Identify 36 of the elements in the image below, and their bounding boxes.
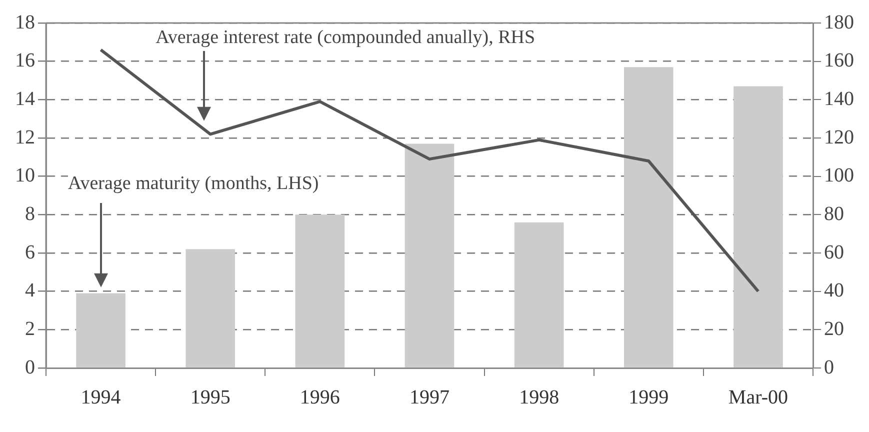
x-tick-label: 1999 (628, 386, 669, 408)
y-tick-label: 4 (25, 280, 35, 302)
bar (734, 86, 783, 368)
x-tick-label: 1996 (300, 386, 340, 408)
bar (514, 222, 564, 368)
y-tick-label: 0 (25, 356, 35, 378)
x-tick-label: 1994 (80, 386, 121, 408)
y-tick-label: 16 (15, 50, 35, 72)
y2-tick-label: 20 (824, 318, 844, 340)
y2-tick-label: 180 (824, 11, 854, 34)
x-tick-label: Mar-00 (728, 386, 788, 408)
y-tick-label: 14 (15, 88, 35, 110)
y2-tick-label: 60 (824, 241, 844, 264)
bar (186, 249, 236, 368)
y-tick-label: 18 (15, 11, 35, 34)
bar (404, 144, 454, 368)
y-tick-label: 6 (25, 241, 35, 264)
x-tick-label: 1997 (410, 386, 450, 408)
y-tick-label: 8 (25, 202, 35, 225)
y2-tick-label: 120 (824, 126, 854, 148)
annotation: Average interest rate (compounded anually), RHS (156, 26, 536, 49)
y2-tick-label: 40 (824, 280, 844, 302)
annotation: Average maturity (months, LHS) (68, 172, 319, 194)
y-tick-label: 12 (15, 126, 35, 148)
bar (76, 293, 126, 368)
x-tick-label: 1995 (190, 386, 230, 408)
y-tick-label: 2 (25, 318, 35, 340)
y2-tick-label: 160 (824, 50, 854, 72)
y2-tick-label: 80 (824, 202, 844, 225)
bar (624, 67, 674, 368)
y-tick-label: 10 (15, 164, 35, 187)
x-tick-label: 1998 (519, 386, 560, 408)
y2-tick-label: 140 (824, 88, 854, 110)
y2-tick-label: 100 (824, 164, 854, 187)
y2-tick-label: 0 (824, 356, 834, 378)
bar (295, 214, 345, 368)
